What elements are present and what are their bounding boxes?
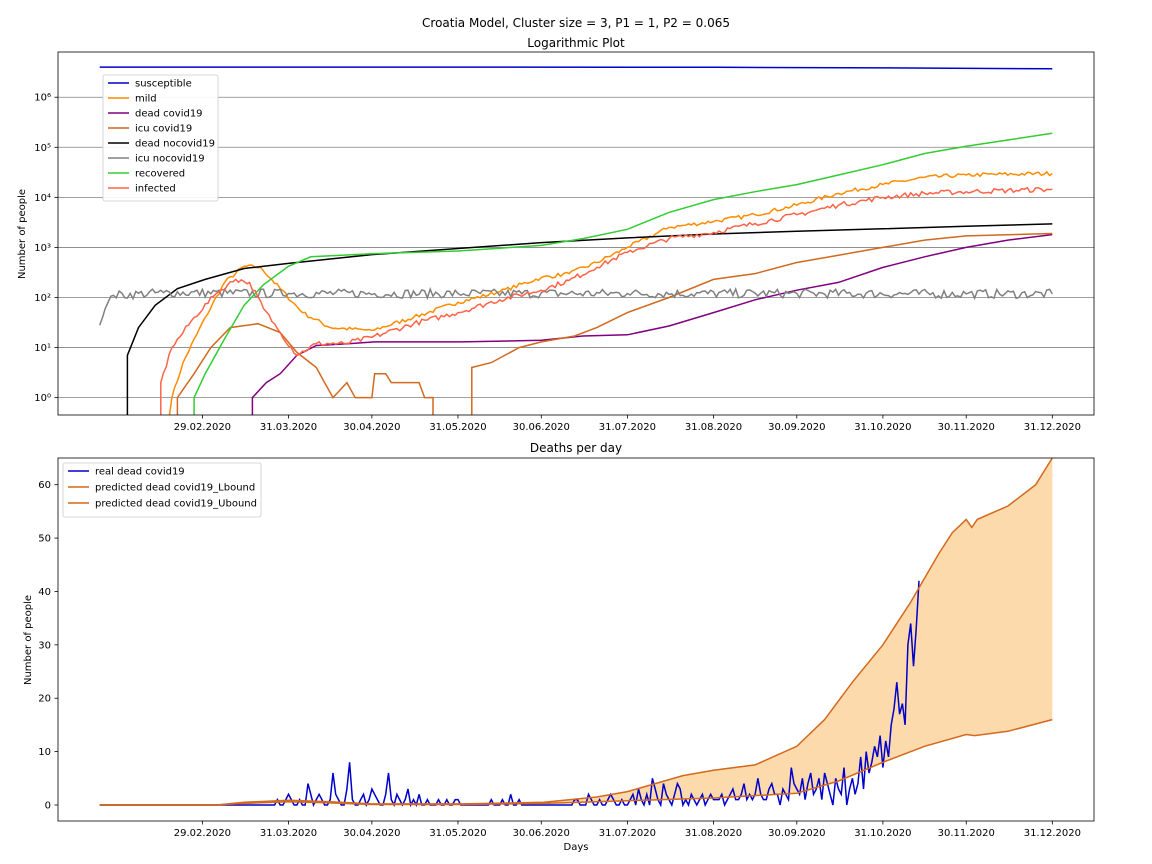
figure-suptitle: Croatia Model, Cluster size = 3, P1 = 1,… [422, 16, 730, 30]
series-line-recovered [193, 132, 1053, 415]
x-tick-label-10: 31.12.2020 [1024, 828, 1081, 839]
x-tick-label-8: 31.10.2020 [854, 828, 911, 839]
x-tick-label-3: 31.05.2020 [429, 422, 486, 433]
plot-frame [57, 51, 1095, 416]
legend-box [62, 462, 262, 518]
legend-label-icu-nocovid19: icu nocovid19 [135, 154, 205, 165]
x-tick-label-6: 31.08.2020 [685, 828, 742, 839]
y-tick-label-0: 0 [45, 800, 51, 811]
series-line-susceptible [99, 66, 1053, 70]
x-tick-label-9: 30.11.2020 [938, 422, 995, 433]
legend-label-recovered: recovered [135, 169, 185, 180]
series-line-predicted-dead-covid19-lbound [99, 718, 1053, 806]
y-tick-label-5: 50 [38, 534, 51, 545]
bottom-plot: 0 10 20 30 40 50 60 29.02.2020 31.03.2020 30.04.2… [38, 457, 1095, 839]
legend-label-mild: mild [135, 94, 157, 105]
y-tick-label-1: 10 [38, 747, 51, 758]
x-tick-label-6: 31.08.2020 [685, 422, 742, 433]
series-line-predicted-dead-covid19-ubound [99, 457, 1053, 806]
x-tick-label-0: 29.02.2020 [174, 828, 231, 839]
x-tick-label-5: 31.07.2020 [599, 828, 656, 839]
series-line-infected [160, 186, 1053, 415]
x-tick-label-10: 31.12.2020 [1024, 422, 1081, 433]
legend-label-icu-covid19: icu covid19 [135, 124, 192, 135]
x-tick-label-1: 31.03.2020 [260, 422, 317, 433]
x-tick-label-0: 29.02.2020 [174, 422, 231, 433]
y-tick-label-6: 60 [38, 480, 51, 491]
x-tick-label-8: 31.10.2020 [854, 422, 911, 433]
series-line-dead-covid19 [251, 233, 1053, 415]
x-tick-label-2: 30.04.2020 [343, 828, 400, 839]
series-line-real-dead-covid19 [99, 580, 920, 808]
legend-label-real-dead-covid19: real dead covid19 [95, 467, 185, 478]
bottom-chart-title: Deaths per day [530, 441, 622, 455]
x-tick-label-9: 30.11.2020 [938, 828, 995, 839]
y-tick-label-4: 40 [38, 587, 51, 598]
y-tick-label-1: 10¹ [34, 343, 51, 354]
x-tick-label-4: 30.06.2020 [513, 828, 570, 839]
y-tick-label-3: 30 [38, 640, 51, 651]
legend-label-dead-nocovid19: dead nocovid19 [135, 139, 215, 150]
y-tick-label-4: 10⁴ [34, 193, 51, 204]
series-line-dead-nocovid19 [126, 223, 1053, 415]
bottom-x-axis-label: Days [564, 842, 589, 853]
legend-label-predicted-dead-covid19-ubound: predicted dead covid19_Ubound [95, 499, 257, 510]
top-y-axis-label: Number of people [17, 189, 28, 279]
y-tick-label-2: 10² [34, 293, 51, 304]
plot-frame [57, 457, 1095, 822]
bottom-y-axis-label: Number of people [23, 595, 34, 685]
x-tick-label-2: 30.04.2020 [343, 422, 400, 433]
y-tick-label-5: 10⁵ [34, 143, 51, 154]
series-line-mild [168, 170, 1053, 415]
x-tick-label-5: 31.07.2020 [599, 422, 656, 433]
legend-box [102, 74, 219, 202]
x-tick-label-7: 30.09.2020 [768, 828, 825, 839]
y-tick-label-3: 10³ [34, 243, 51, 254]
y-tick-label-2: 20 [38, 694, 51, 705]
y-tick-label-0: 10⁰ [34, 393, 51, 404]
x-tick-label-4: 30.06.2020 [513, 422, 570, 433]
series-line-icu-nocovid19 [98, 286, 1053, 326]
top-chart-title: Logarithmic Plot [527, 36, 625, 50]
top-plot: 10⁰ 10¹ 10² 10³ 10⁴ 10⁵ 10⁶ 29.02.2020 31.03.202… [34, 51, 1095, 433]
x-tick-label-7: 30.09.2020 [768, 422, 825, 433]
x-tick-label-3: 31.05.2020 [429, 828, 486, 839]
legend-label-infected: infected [135, 184, 176, 195]
y-tick-label-6: 10⁶ [34, 93, 51, 104]
legend-label-dead-covid19: dead covid19 [135, 109, 203, 120]
x-tick-label-1: 31.03.2020 [260, 828, 317, 839]
legend-label-susceptible: susceptible [135, 79, 192, 90]
series-line-icu-covid19 [176, 232, 1053, 415]
plot-background [58, 52, 1094, 415]
legend-label-predicted-dead-covid19-lbound: predicted dead covid19_Lbound [95, 483, 255, 494]
